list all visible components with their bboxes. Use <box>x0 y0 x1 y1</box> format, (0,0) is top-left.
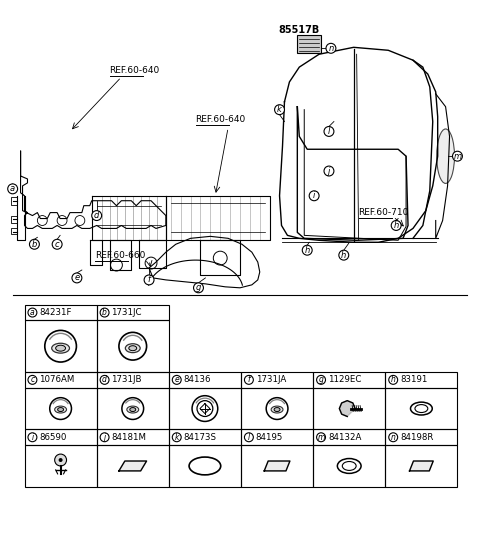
Text: a: a <box>10 184 15 193</box>
Text: REF.60-640: REF.60-640 <box>195 115 246 124</box>
Text: l: l <box>248 433 250 442</box>
Ellipse shape <box>58 408 63 411</box>
Text: 1129EC: 1129EC <box>328 375 361 384</box>
Text: h: h <box>391 375 396 384</box>
Circle shape <box>309 191 319 201</box>
Text: 1076AM: 1076AM <box>39 375 75 384</box>
Circle shape <box>72 273 82 283</box>
Text: d: d <box>102 375 107 384</box>
Ellipse shape <box>125 344 140 353</box>
Circle shape <box>324 126 334 137</box>
Circle shape <box>28 433 37 442</box>
Circle shape <box>275 105 285 114</box>
Circle shape <box>28 308 37 317</box>
Text: d: d <box>94 211 99 220</box>
FancyBboxPatch shape <box>297 36 321 53</box>
Circle shape <box>391 220 401 231</box>
Text: 84136: 84136 <box>184 375 211 384</box>
Circle shape <box>28 375 37 384</box>
Text: a: a <box>30 308 35 317</box>
Text: 1731JA: 1731JA <box>256 375 286 384</box>
Text: k: k <box>175 433 179 442</box>
Circle shape <box>244 433 253 442</box>
Text: 86590: 86590 <box>39 433 67 442</box>
Circle shape <box>453 151 462 161</box>
Text: f: f <box>147 275 151 285</box>
Text: 84195: 84195 <box>256 433 283 442</box>
Text: i: i <box>31 433 34 442</box>
Ellipse shape <box>271 406 283 413</box>
Circle shape <box>29 239 39 249</box>
Ellipse shape <box>130 408 136 411</box>
Circle shape <box>317 375 325 384</box>
Text: 84132A: 84132A <box>328 433 361 442</box>
Circle shape <box>59 458 62 462</box>
Text: h: h <box>341 251 347 260</box>
Text: g: g <box>319 375 324 384</box>
Text: g: g <box>196 284 201 292</box>
Circle shape <box>55 454 67 466</box>
Text: 84181M: 84181M <box>111 433 146 442</box>
Text: h: h <box>394 221 399 230</box>
Text: e: e <box>174 375 179 384</box>
Text: k: k <box>277 105 282 114</box>
Ellipse shape <box>437 129 455 184</box>
Ellipse shape <box>274 408 280 411</box>
Polygon shape <box>409 461 433 471</box>
Polygon shape <box>339 401 355 416</box>
Text: 84173S: 84173S <box>184 433 216 442</box>
Text: j: j <box>104 433 106 442</box>
Text: l: l <box>328 127 330 136</box>
Text: h: h <box>305 246 310 255</box>
Circle shape <box>389 433 397 442</box>
Ellipse shape <box>52 343 70 353</box>
Text: 84231F: 84231F <box>39 308 72 317</box>
Text: j: j <box>328 166 330 176</box>
Polygon shape <box>119 461 146 471</box>
Text: REF.60-660: REF.60-660 <box>95 251 145 260</box>
Text: m: m <box>454 152 461 161</box>
Ellipse shape <box>56 345 66 351</box>
Text: m: m <box>317 433 325 442</box>
Circle shape <box>100 308 109 317</box>
Circle shape <box>302 245 312 255</box>
Text: 83191: 83191 <box>400 375 428 384</box>
Text: 84198R: 84198R <box>400 433 433 442</box>
Circle shape <box>144 275 154 285</box>
Text: i: i <box>313 191 315 200</box>
Circle shape <box>317 433 325 442</box>
Circle shape <box>324 166 334 176</box>
Circle shape <box>100 433 109 442</box>
Text: c: c <box>55 240 60 249</box>
Circle shape <box>193 283 204 293</box>
Circle shape <box>339 250 349 260</box>
Circle shape <box>389 375 397 384</box>
Circle shape <box>52 239 62 249</box>
Ellipse shape <box>127 406 139 413</box>
Text: b: b <box>102 308 107 317</box>
Ellipse shape <box>129 346 137 350</box>
Circle shape <box>172 433 181 442</box>
Circle shape <box>244 375 253 384</box>
Circle shape <box>92 211 102 220</box>
Text: REF.60-710: REF.60-710 <box>359 208 409 217</box>
Circle shape <box>100 375 109 384</box>
Circle shape <box>326 43 336 53</box>
Ellipse shape <box>55 406 67 413</box>
Circle shape <box>172 375 181 384</box>
Text: e: e <box>74 273 80 282</box>
Polygon shape <box>264 461 290 471</box>
Text: 1731JB: 1731JB <box>111 375 142 384</box>
Text: 1731JC: 1731JC <box>111 308 142 317</box>
Text: f: f <box>248 375 250 384</box>
Text: n: n <box>328 44 334 53</box>
Text: n: n <box>391 433 396 442</box>
Text: REF.60-640: REF.60-640 <box>109 65 160 75</box>
Circle shape <box>8 184 18 194</box>
Text: 85517B: 85517B <box>279 25 320 36</box>
Text: b: b <box>32 240 37 249</box>
Text: c: c <box>30 375 35 384</box>
